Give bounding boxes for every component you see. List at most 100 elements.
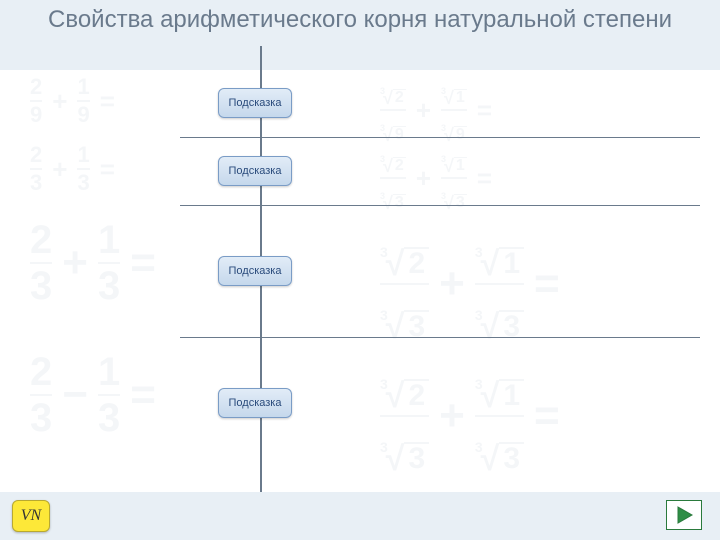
radicand: 3 [499,442,524,474]
nth-root: 3 √ 3 [475,442,524,476]
fraction-bar [475,283,524,285]
nth-root: 3 √ 2 [380,157,406,175]
operator: + [52,86,67,117]
fraction: 3 √ 1 3 √ 3 [441,144,467,212]
equals-sign: = [100,154,115,185]
radical-symbol: √ [383,89,393,107]
denominator: 3 [98,266,120,306]
property-row: 2 3 − 1 3 = Подсказка 3 √ 2 3 √ 3 + 3 √ … [0,338,720,470]
footer-band [0,492,720,540]
fraction: 2 3 [30,220,52,306]
operator: + [52,154,67,185]
equals-sign: = [477,163,492,194]
radicand: 1 [499,379,524,411]
denominator: 3 [30,266,52,306]
property-row: 2 3 + 1 3 = Подсказка 3 √ 2 3 √ 3 + 3 √ … [0,138,720,206]
numerator: 3 √ 1 [475,356,524,413]
numerator: 2 [30,220,52,260]
nth-root: 3 √ 1 [475,247,524,281]
nth-root: 3 √ 3 [380,442,429,476]
nth-root: 3 √ 2 [380,89,406,107]
fraction-bar [380,283,429,285]
fraction-bar [380,415,429,417]
page-title: Свойства арифметического корня натуральн… [0,6,720,35]
fraction-bar [475,415,524,417]
operator: + [62,238,88,288]
operator: + [439,259,465,309]
hint-button[interactable]: Подсказка [218,388,292,418]
radical-symbol: √ [481,379,500,413]
denominator: 9 [30,104,42,126]
equals-sign: = [534,391,560,441]
radicand: 1 [499,247,524,279]
content-area: 2 9 + 1 9 = Подсказка 3 √ 2 3 √ 9 + 3 √ … [0,70,720,492]
denominator: 3 √ 3 [380,419,429,476]
property-row: 2 9 + 1 9 = Подсказка 3 √ 2 3 √ 9 + 3 √ … [0,70,720,138]
right-expression: 3 √ 2 3 √ 9 + 3 √ 1 3 √ 9 = [380,76,492,144]
denominator: 3 √ 3 [475,419,524,476]
denominator: 9 [77,104,89,126]
radical-symbol: √ [386,379,405,413]
operator: + [439,391,465,441]
operator: + [416,95,431,126]
radical-symbol: √ [386,247,405,281]
fraction: 1 9 [77,76,89,126]
numerator: 2 [30,144,42,166]
denominator: 3 [30,172,42,194]
fraction: 2 3 [30,144,42,194]
radicand: 2 [404,379,429,411]
denominator: 3 [98,398,120,438]
denominator: 3 [77,172,89,194]
numerator: 1 [77,144,89,166]
radical-symbol: √ [481,442,500,476]
hint-button[interactable]: Подсказка [218,256,292,286]
fraction-bar [441,109,467,111]
numerator: 3 √ 1 [475,224,524,281]
fraction: 3 √ 2 3 √ 3 [380,356,429,476]
numerator: 1 [98,352,120,392]
radical-symbol: √ [481,247,500,281]
radicand: 1 [454,89,467,106]
numerator: 3 √ 2 [380,76,406,107]
operator: − [62,370,88,420]
equals-sign: = [534,259,560,309]
equals-sign: = [130,370,156,420]
equals-sign: = [100,86,115,117]
numerator: 3 √ 2 [380,356,429,413]
left-expression: 2 3 + 1 3 = [30,144,115,194]
left-expression: 2 3 + 1 3 = [30,220,156,306]
fraction-bar [441,177,467,179]
radicand: 2 [393,89,406,106]
fraction: 2 3 [30,352,52,438]
fraction: 1 3 [77,144,89,194]
hint-button[interactable]: Подсказка [218,88,292,118]
nth-root: 3 √ 1 [441,89,467,107]
fraction: 3 √ 1 3 √ 3 [475,356,524,476]
denominator: 3 √ 3 [475,287,524,344]
property-row: 2 3 + 1 3 = Подсказка 3 √ 2 3 √ 3 + 3 √ … [0,206,720,338]
left-expression: 2 3 − 1 3 = [30,352,156,438]
left-expression: 2 9 + 1 9 = [30,76,115,126]
numerator: 2 [30,76,42,98]
radicand: 1 [454,157,467,174]
denominator: 3 [30,398,52,438]
right-expression: 3 √ 2 3 √ 3 + 3 √ 1 3 √ 3 = [380,144,492,212]
nth-root: 3 √ 1 [475,379,524,413]
play-icon [674,505,694,525]
radical-symbol: √ [386,442,405,476]
radicand: 2 [393,157,406,174]
nth-root: 3 √ 2 [380,247,429,281]
radical-symbol: √ [383,157,393,175]
fraction: 2 9 [30,76,42,126]
fraction: 3 √ 1 3 √ 9 [441,76,467,144]
numerator: 3 √ 1 [441,144,467,175]
numerator: 3 √ 1 [441,76,467,107]
fraction-bar [380,177,406,179]
next-button[interactable] [666,500,702,530]
hint-button[interactable]: Подсказка [218,156,292,186]
radical-symbol: √ [444,89,454,107]
fraction-bar [380,109,406,111]
numerator: 3 √ 2 [380,144,406,175]
denominator: 3 √ 3 [380,287,429,344]
fraction: 1 3 [98,352,120,438]
